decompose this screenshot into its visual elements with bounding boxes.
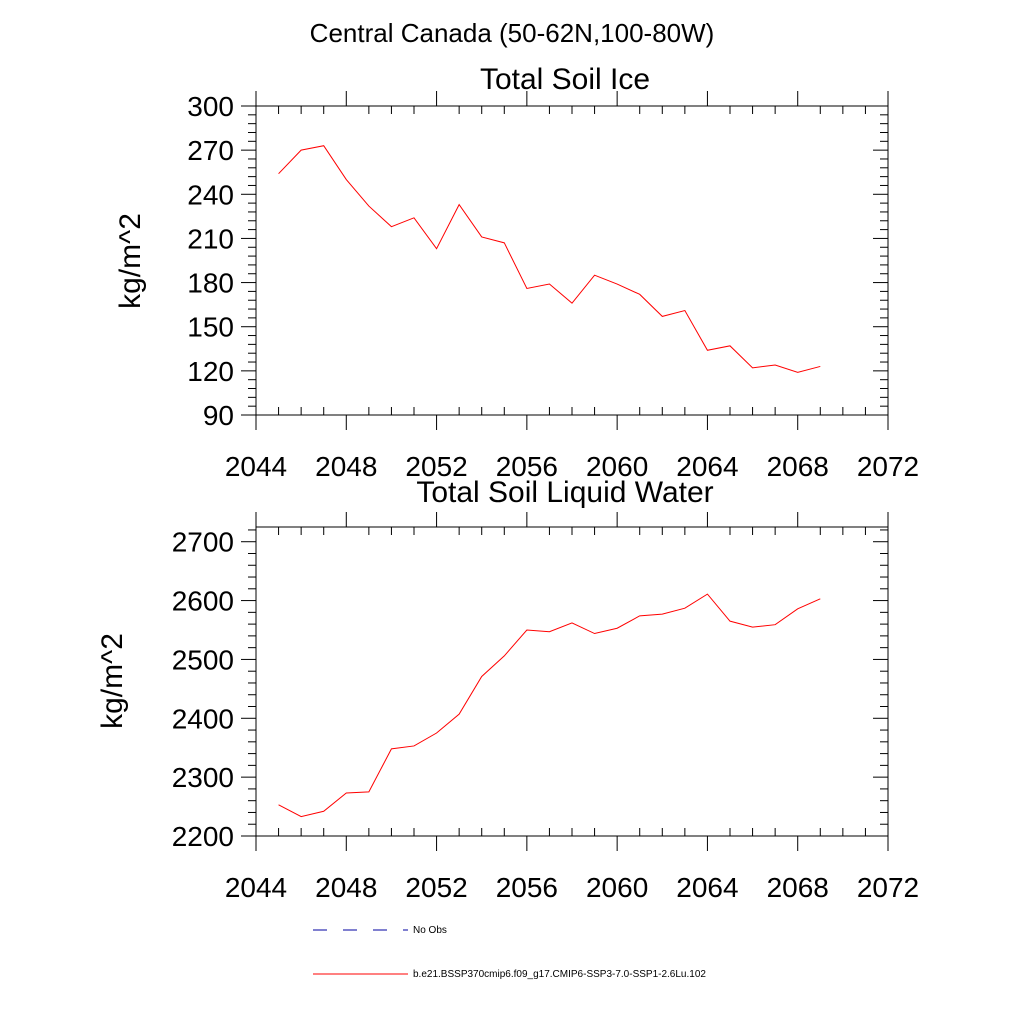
y-tick-label: 2500 [172, 644, 234, 675]
y-axis-label: kg/m^2 [96, 633, 129, 729]
x-tick-label: 2064 [676, 451, 738, 482]
y-tick-label: 2600 [172, 586, 234, 617]
x-tick-label: 2060 [586, 451, 648, 482]
panel-title: Total Soil Ice [480, 63, 650, 96]
x-tick-label: 2068 [767, 451, 829, 482]
y-tick-label: 150 [187, 312, 234, 343]
y-tick-label: 120 [187, 356, 234, 387]
series-group [278, 145, 821, 373]
x-tick-label: 2052 [405, 872, 467, 903]
y-tick-label: 90 [203, 400, 234, 431]
x-tick-label: 2056 [496, 451, 558, 482]
legend-label-no-obs: No Obs [413, 925, 447, 936]
y-tick-label: 2200 [172, 821, 234, 852]
tick-labels: 2044 2048 2052 2056 2060 2064 2068 2072 90 120 150… [187, 91, 919, 482]
plot-frame [255, 105, 889, 416]
y-tick-label: 2300 [172, 762, 234, 793]
x-tick-label: 2048 [315, 872, 377, 903]
series-line [278, 593, 821, 818]
x-tick-label: 2072 [857, 872, 919, 903]
y-tick-label: 240 [187, 179, 234, 210]
y-tick-label: 2700 [172, 527, 234, 558]
series-line [278, 145, 821, 373]
panel-soil-ice: Total Soil Ice kg/m^2 2044 2048 2052 2056 20… [114, 63, 919, 482]
legend: No Obs b.e21.BSSP370cmip6.f09_g17.CMIP6-… [313, 925, 706, 980]
axis-ticks [241, 512, 889, 851]
y-tick-label: 270 [187, 135, 234, 166]
x-tick-label: 2060 [586, 872, 648, 903]
panel-title: Total Soil Liquid Water [416, 476, 713, 509]
y-tick-label: 180 [187, 268, 234, 299]
tick-labels: 2044 2048 2052 2056 2060 2064 2068 2072 2200 2300… [172, 527, 919, 903]
axis-ticks [241, 91, 889, 430]
legend-label-model: b.e21.BSSP370cmip6.f09_g17.CMIP6-SSP3-7.… [413, 969, 706, 980]
plot-frame [255, 526, 889, 837]
y-axis-label: kg/m^2 [114, 213, 147, 309]
panel-soil-liquid-water: Total Soil Liquid Water kg/m^2 2044 2048 2… [96, 476, 919, 903]
x-tick-label: 2048 [315, 451, 377, 482]
x-tick-label: 2044 [225, 872, 287, 903]
x-tick-label: 2072 [857, 451, 919, 482]
figure-suptitle: Central Canada (50-62N,100-80W) [310, 18, 715, 48]
y-tick-label: 2400 [172, 703, 234, 734]
x-tick-label: 2052 [405, 451, 467, 482]
x-tick-label: 2068 [767, 872, 829, 903]
x-tick-label: 2044 [225, 451, 287, 482]
x-tick-label: 2056 [496, 872, 558, 903]
x-tick-label: 2064 [676, 872, 738, 903]
y-tick-label: 210 [187, 223, 234, 254]
series-group [278, 593, 821, 818]
y-tick-label: 300 [187, 91, 234, 122]
